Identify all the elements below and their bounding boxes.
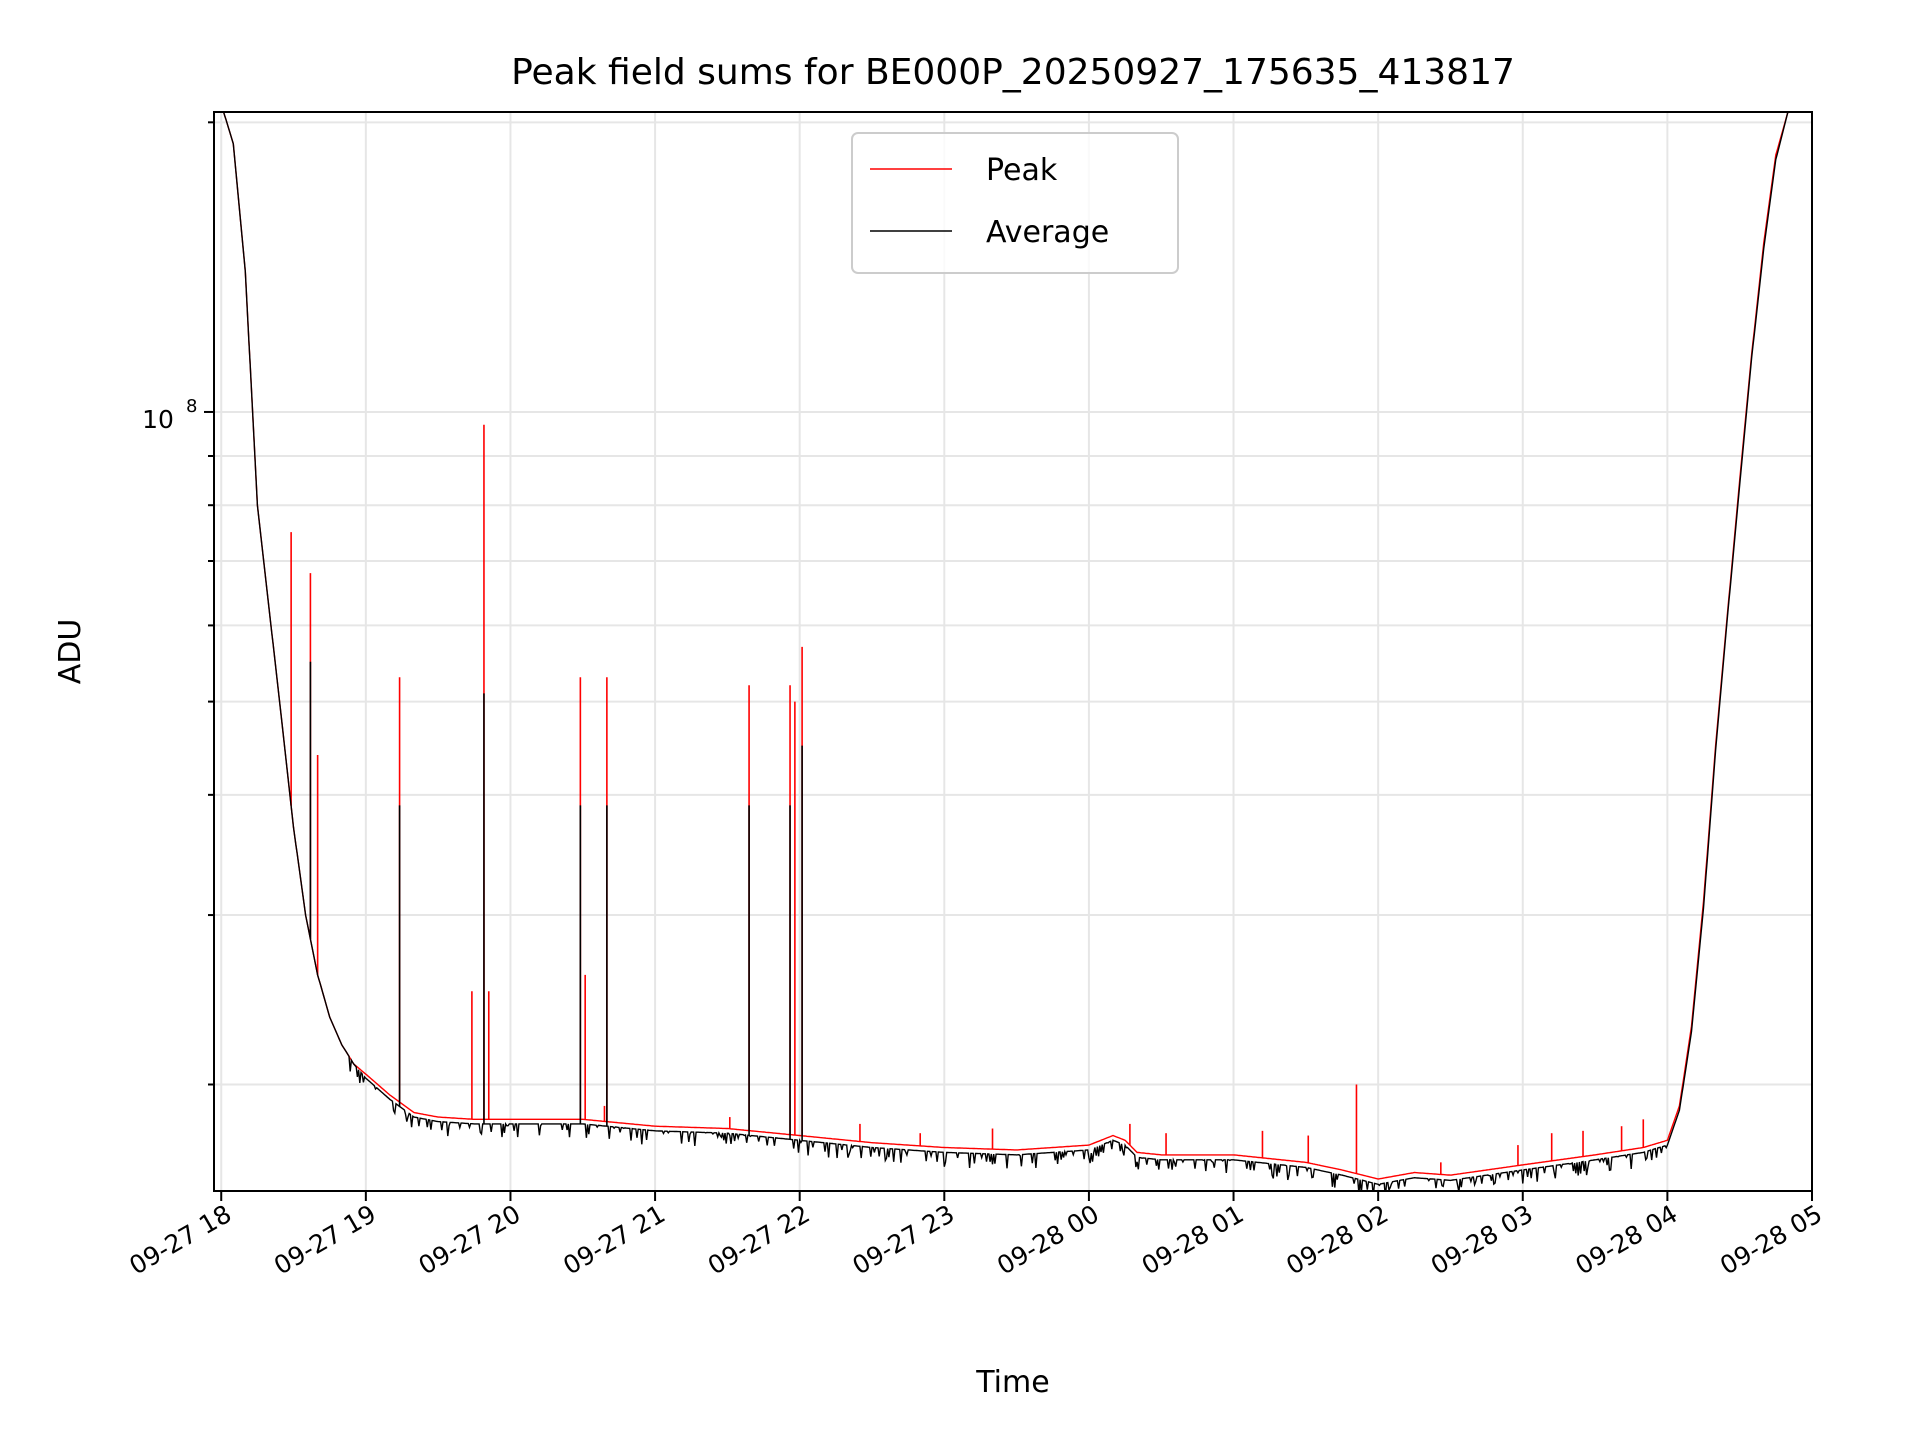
plot-frame <box>213 111 1813 1192</box>
y-axis-title: ADU <box>53 619 88 685</box>
series-line-average <box>214 112 1800 1191</box>
series-line-peak <box>214 112 1800 1180</box>
legend: Peak Average <box>851 132 1179 274</box>
y-tick-exponent: 8 <box>186 396 197 417</box>
chart-title: Peak field sums for BE000P_20250927_1756… <box>511 52 1515 93</box>
y-tick-label: 10 <box>142 405 174 434</box>
y-axis: 10 8 <box>142 121 214 1086</box>
legend-box <box>851 132 1179 274</box>
legend-label-peak: Peak <box>986 153 1058 188</box>
series-average <box>214 112 1800 1191</box>
x-axis-title: Time <box>975 1365 1049 1400</box>
plot-area <box>214 112 1800 1191</box>
legend-label-average: Average <box>986 215 1109 250</box>
